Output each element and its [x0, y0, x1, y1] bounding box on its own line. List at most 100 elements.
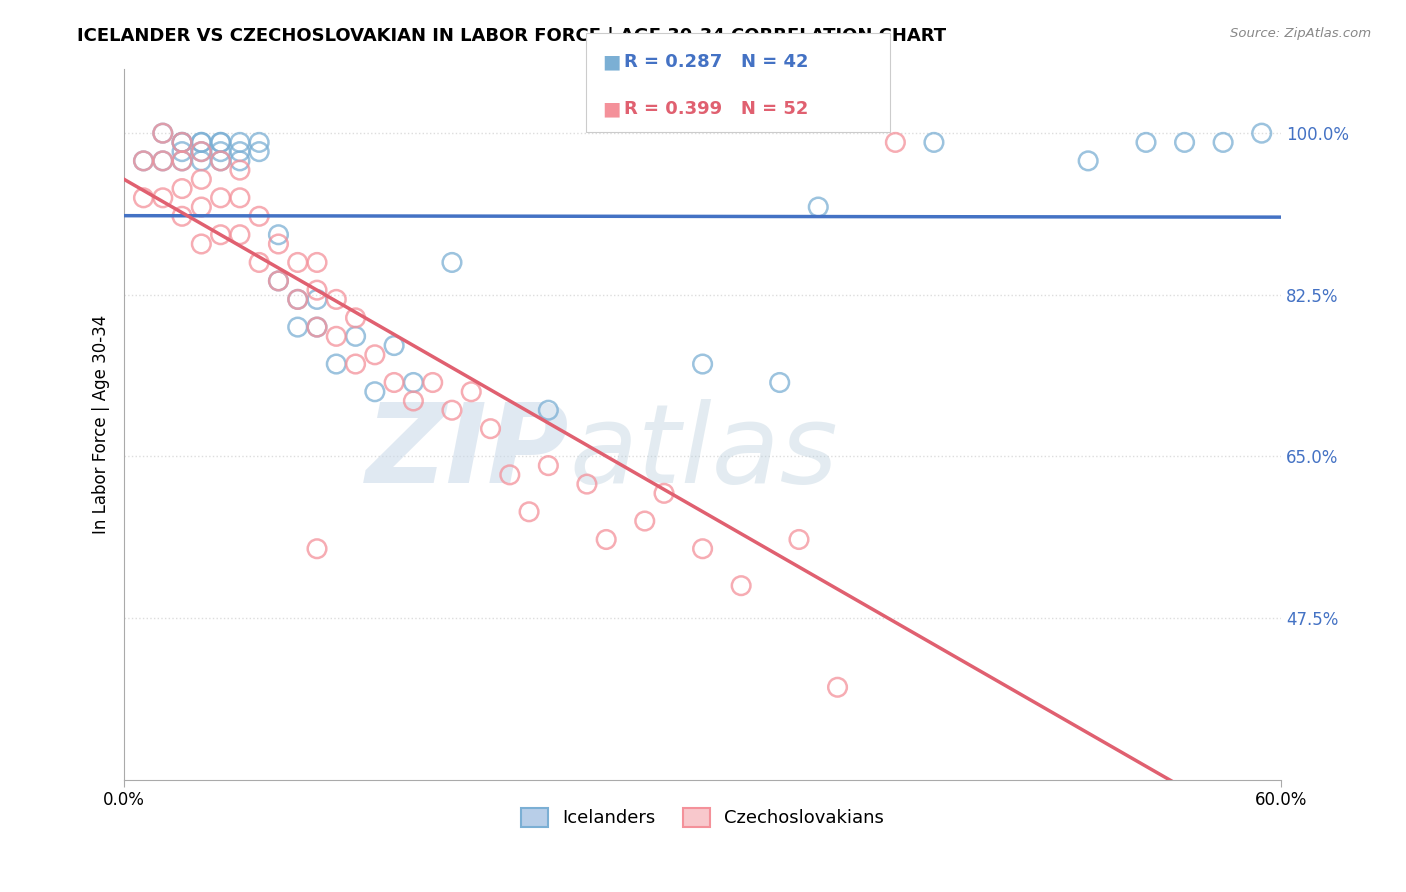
Point	[209, 145, 232, 159]
Text: ZIP: ZIP	[366, 399, 569, 506]
Point	[325, 329, 347, 343]
Point	[247, 255, 270, 269]
Point	[460, 384, 482, 399]
Point	[769, 376, 792, 390]
Point	[229, 136, 252, 150]
Point	[827, 680, 849, 694]
Point	[209, 191, 232, 205]
Point	[1077, 153, 1099, 168]
Point	[922, 136, 945, 150]
Point	[267, 274, 290, 288]
Point	[229, 163, 252, 178]
Point	[170, 136, 193, 150]
Point	[287, 293, 309, 307]
Point	[440, 255, 463, 269]
Point	[344, 357, 367, 371]
Point	[479, 422, 502, 436]
Point	[1250, 126, 1272, 140]
Point	[132, 153, 155, 168]
Point	[209, 227, 232, 242]
Legend: Icelanders, Czechoslovakians: Icelanders, Czechoslovakians	[513, 801, 891, 835]
Point	[267, 274, 290, 288]
Point	[884, 136, 907, 150]
Point	[517, 505, 540, 519]
Point	[692, 357, 714, 371]
Text: ■: ■	[602, 53, 620, 71]
Point	[730, 579, 752, 593]
Point	[229, 145, 252, 159]
Point	[229, 191, 252, 205]
Point	[209, 136, 232, 150]
Point	[247, 145, 270, 159]
Point	[152, 153, 174, 168]
Point	[267, 237, 290, 252]
Point	[595, 533, 617, 547]
Point	[1135, 136, 1157, 150]
Point	[132, 153, 155, 168]
Point	[325, 293, 347, 307]
Point	[190, 153, 212, 168]
Point	[305, 293, 328, 307]
Point	[267, 227, 290, 242]
Point	[440, 403, 463, 417]
Text: Source: ZipAtlas.com: Source: ZipAtlas.com	[1230, 27, 1371, 40]
Point	[132, 191, 155, 205]
Text: atlas: atlas	[569, 399, 838, 506]
Point	[170, 136, 193, 150]
Point	[170, 145, 193, 159]
Point	[692, 541, 714, 556]
Point	[402, 394, 425, 409]
Text: ICELANDER VS CZECHOSLOVAKIAN IN LABOR FORCE | AGE 30-34 CORRELATION CHART: ICELANDER VS CZECHOSLOVAKIAN IN LABOR FO…	[77, 27, 946, 45]
Point	[209, 136, 232, 150]
Point	[422, 376, 444, 390]
Point	[190, 145, 212, 159]
Point	[209, 153, 232, 168]
Point	[305, 320, 328, 334]
Point	[382, 376, 405, 390]
Y-axis label: In Labor Force | Age 30-34: In Labor Force | Age 30-34	[93, 315, 110, 533]
Text: R = 0.399   N = 52: R = 0.399 N = 52	[624, 100, 808, 118]
Point	[499, 467, 522, 482]
Point	[152, 126, 174, 140]
Point	[287, 293, 309, 307]
Point	[170, 209, 193, 223]
Point	[537, 458, 560, 473]
Point	[152, 153, 174, 168]
Point	[190, 200, 212, 214]
Point	[152, 126, 174, 140]
Point	[807, 200, 830, 214]
Point	[170, 136, 193, 150]
Text: R = 0.287   N = 42: R = 0.287 N = 42	[624, 53, 808, 70]
Point	[344, 310, 367, 325]
Point	[209, 153, 232, 168]
Point	[305, 320, 328, 334]
Text: ■: ■	[602, 99, 620, 119]
Point	[190, 136, 212, 150]
Point	[1174, 136, 1197, 150]
Point	[364, 348, 387, 362]
Point	[247, 209, 270, 223]
Point	[364, 384, 387, 399]
Point	[190, 237, 212, 252]
Point	[634, 514, 657, 528]
Point	[170, 181, 193, 195]
Point	[402, 376, 425, 390]
Point	[287, 255, 309, 269]
Point	[305, 283, 328, 297]
Point	[170, 153, 193, 168]
Point	[152, 191, 174, 205]
Point	[287, 320, 309, 334]
Point	[325, 357, 347, 371]
Point	[229, 227, 252, 242]
Point	[190, 145, 212, 159]
Point	[787, 533, 810, 547]
Point	[247, 136, 270, 150]
Point	[305, 541, 328, 556]
Point	[170, 153, 193, 168]
Point	[652, 486, 675, 500]
Point	[305, 255, 328, 269]
Point	[344, 329, 367, 343]
Point	[575, 477, 598, 491]
Point	[190, 172, 212, 186]
Point	[1212, 136, 1234, 150]
